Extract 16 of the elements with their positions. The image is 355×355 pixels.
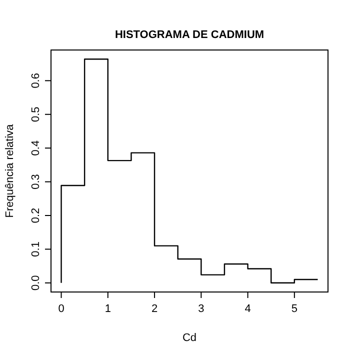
y-tick-label: 0.1 (30, 242, 42, 257)
x-tick-label: 2 (151, 303, 158, 315)
y-tick-label: 0.4 (30, 140, 42, 156)
y-axis-title: Frequência relativa (4, 123, 16, 218)
x-tick-label: 1 (104, 303, 111, 315)
y-tick-label: 0.6 (30, 73, 42, 88)
x-tick-label: 3 (198, 303, 204, 315)
x-tick-label: 4 (244, 303, 251, 315)
chart-title: HISTOGRAMA DE CADMIUM (114, 29, 264, 41)
y-tick-label: 0.0 (30, 275, 42, 291)
y-tick-label: 0.5 (30, 106, 42, 122)
y-tick-label: 0.3 (30, 174, 42, 190)
x-tick-label: 0 (58, 303, 64, 315)
x-axis-title: Cd (182, 332, 197, 344)
x-tick-label: 5 (291, 303, 298, 315)
y-tick-label: 0.2 (30, 208, 42, 224)
